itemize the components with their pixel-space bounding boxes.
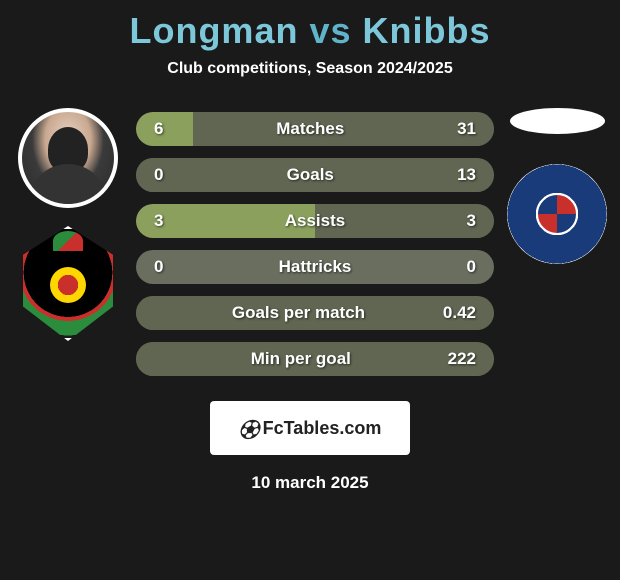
stat-row: 0Goals13 xyxy=(136,158,494,192)
stat-right-value: 0 xyxy=(467,257,476,277)
stat-left-value: 0 xyxy=(154,165,163,185)
brand-logo-icon: ⚽︎ xyxy=(239,414,257,443)
player1-club-crest xyxy=(18,226,118,341)
brand-badge: ⚽︎ FcTables.com xyxy=(210,401,410,455)
stat-row: Goals per match0.42 xyxy=(136,296,494,330)
stat-row: 0Hattricks0 xyxy=(136,250,494,284)
stat-right-value: 13 xyxy=(457,165,476,185)
page-title: Longman vs Knibbs xyxy=(8,10,612,52)
stat-left-value: 0 xyxy=(154,257,163,277)
stat-row: 6Matches31 xyxy=(136,112,494,146)
stat-right-value: 3 xyxy=(467,211,476,231)
left-column xyxy=(8,108,128,341)
stat-row: Min per goal222 xyxy=(136,342,494,376)
comparison-card: Longman vs Knibbs Club competitions, Sea… xyxy=(0,0,620,580)
stat-row: 3Assists3 xyxy=(136,204,494,238)
player2-avatar-placeholder xyxy=(510,108,605,134)
player2-name: Knibbs xyxy=(363,10,491,51)
subtitle: Club competitions, Season 2024/2025 xyxy=(8,60,612,78)
stat-label: Min per goal xyxy=(154,349,448,369)
stat-label: Assists xyxy=(163,211,466,231)
stat-label: Goals xyxy=(163,165,457,185)
stat-label: Goals per match xyxy=(154,303,443,323)
player1-avatar xyxy=(18,108,118,208)
right-column xyxy=(502,108,612,264)
stat-left-value: 3 xyxy=(154,211,163,231)
stat-right-value: 0.42 xyxy=(443,303,476,323)
stat-label: Hattricks xyxy=(163,257,466,277)
main-row: 6Matches310Goals133Assists30Hattricks0Go… xyxy=(8,108,612,376)
stat-label: Matches xyxy=(163,119,457,139)
date-text: 10 march 2025 xyxy=(8,473,612,493)
stat-left-value: 6 xyxy=(154,119,163,139)
vs-text: vs xyxy=(309,10,351,51)
player1-name: Longman xyxy=(129,10,298,51)
stat-right-value: 222 xyxy=(448,349,476,369)
stat-right-value: 31 xyxy=(457,119,476,139)
player2-club-crest xyxy=(507,164,607,264)
brand-text: FcTables.com xyxy=(263,418,382,439)
stats-list: 6Matches310Goals133Assists30Hattricks0Go… xyxy=(136,108,494,376)
